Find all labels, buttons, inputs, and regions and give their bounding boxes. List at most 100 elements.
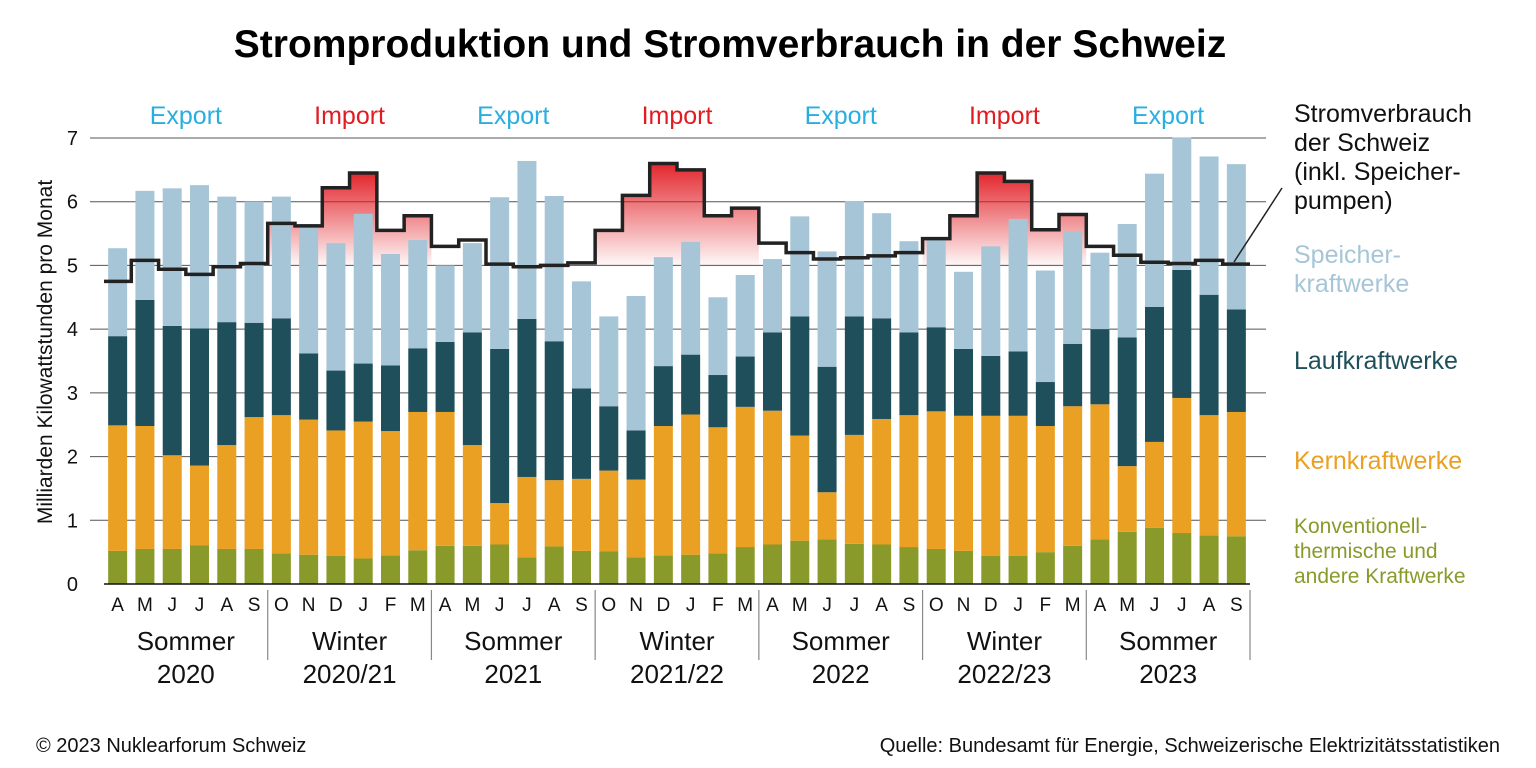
conventional-bar bbox=[1226, 536, 1246, 584]
nuclear-bar bbox=[326, 430, 346, 556]
conventional-bar bbox=[981, 555, 1001, 584]
nuclear-bar bbox=[872, 418, 892, 545]
runofriver-bar bbox=[572, 388, 591, 479]
nuclear-bar bbox=[108, 425, 128, 551]
month-label: S bbox=[575, 595, 588, 616]
conventional-bar bbox=[1172, 533, 1192, 584]
y-tick-label: 5 bbox=[67, 255, 78, 277]
storage-bar bbox=[490, 197, 510, 349]
month-label: J bbox=[167, 595, 177, 616]
storage-bar bbox=[1008, 218, 1028, 352]
storage-bar bbox=[763, 259, 782, 333]
storage-bar bbox=[1117, 224, 1137, 338]
month-label: N bbox=[302, 595, 316, 616]
conventional-bar bbox=[844, 543, 864, 584]
import-label: Import bbox=[642, 102, 713, 130]
nuclear-bar bbox=[1145, 441, 1164, 528]
season-year-label: 2020/21 bbox=[303, 659, 397, 689]
month-label: A bbox=[220, 595, 233, 616]
nuclear-bar bbox=[1008, 415, 1028, 556]
runofriver-bar bbox=[326, 370, 346, 431]
runofriver-bar bbox=[626, 430, 646, 480]
nuclear-bar bbox=[1063, 406, 1083, 546]
runofriver-bar bbox=[517, 318, 537, 477]
conventional-bar bbox=[735, 547, 755, 584]
conventional-bar bbox=[1063, 545, 1083, 584]
month-label: M bbox=[137, 595, 153, 616]
conventional-bar bbox=[1117, 531, 1137, 584]
month-label: S bbox=[1230, 595, 1243, 616]
consumption-line bbox=[104, 161, 1250, 284]
conventional-bar bbox=[1199, 535, 1219, 584]
storage-bar bbox=[926, 239, 946, 328]
runofriver-bar bbox=[217, 322, 237, 446]
legend-consumption: Stromverbrauch der Schweiz (inkl. Speich… bbox=[1294, 100, 1479, 215]
conventional-bar bbox=[954, 550, 973, 584]
runofriver-bar bbox=[790, 316, 810, 436]
month-label: A bbox=[1203, 595, 1216, 616]
month-label: M bbox=[410, 595, 426, 616]
storage-bar bbox=[408, 239, 428, 349]
runofriver-bar bbox=[1008, 351, 1028, 416]
nuclear-bar bbox=[190, 465, 209, 546]
runofriver-bar bbox=[653, 366, 673, 426]
runofriver-bar bbox=[1090, 329, 1110, 405]
month-label: D bbox=[656, 595, 670, 616]
month-label: M bbox=[792, 595, 808, 616]
storage-bar bbox=[435, 265, 455, 342]
runofriver-bar bbox=[981, 355, 1001, 416]
month-label: M bbox=[1119, 595, 1135, 616]
runofriver-bar bbox=[1035, 382, 1055, 426]
storage-bar bbox=[653, 257, 673, 367]
season-year-label: 2021 bbox=[484, 659, 542, 689]
runofriver-bar bbox=[544, 341, 564, 481]
storage-bar bbox=[1172, 137, 1192, 270]
runofriver-bar bbox=[108, 336, 128, 426]
storage-bar bbox=[899, 241, 919, 333]
nuclear-bar bbox=[1199, 415, 1219, 536]
nuclear-bar bbox=[572, 478, 591, 551]
storage-bar bbox=[1035, 270, 1055, 383]
runofriver-bar bbox=[1226, 309, 1246, 412]
storage-bar bbox=[299, 224, 319, 354]
conventional-bar bbox=[1145, 527, 1164, 584]
runofriver-bar bbox=[1145, 306, 1164, 442]
conventional-bar bbox=[190, 545, 209, 584]
conventional-bar bbox=[299, 554, 319, 584]
month-label: M bbox=[1065, 595, 1081, 616]
runofriver-bar bbox=[817, 366, 837, 493]
nuclear-bar bbox=[162, 455, 182, 549]
nuclear-bar bbox=[490, 503, 510, 545]
runofriver-bar bbox=[681, 354, 701, 415]
conventional-bar bbox=[135, 548, 155, 584]
nuclear-bar bbox=[1172, 397, 1192, 534]
month-label: O bbox=[929, 595, 944, 616]
runofriver-bar bbox=[190, 328, 209, 466]
runofriver-bar bbox=[1172, 269, 1192, 398]
y-tick-label: 4 bbox=[67, 319, 78, 341]
nuclear-bar bbox=[981, 415, 1001, 556]
runofriver-bar bbox=[244, 322, 264, 418]
runofriver-bar bbox=[381, 365, 400, 432]
nuclear-bar bbox=[544, 480, 564, 547]
runofriver-bar bbox=[462, 332, 482, 446]
storage-bar bbox=[544, 195, 564, 342]
conventional-bar bbox=[462, 545, 482, 584]
storage-bar bbox=[817, 251, 837, 367]
month-label: J bbox=[495, 595, 505, 616]
nuclear-bar bbox=[462, 445, 482, 546]
month-label: N bbox=[957, 595, 971, 616]
nuclear-bar bbox=[926, 411, 946, 549]
month-label: F bbox=[712, 595, 724, 616]
month-label: A bbox=[439, 595, 452, 616]
nuclear-bar bbox=[1035, 425, 1055, 553]
runofriver-bar bbox=[490, 348, 510, 504]
y-tick-label: 0 bbox=[67, 574, 78, 596]
conventional-bar bbox=[162, 548, 182, 584]
consumption-line-group bbox=[104, 161, 1250, 284]
conventional-bar bbox=[435, 545, 455, 584]
storage-bar bbox=[381, 253, 400, 366]
runofriver-bar bbox=[271, 318, 291, 416]
season-year-label: 2023 bbox=[1139, 659, 1197, 689]
conventional-bar bbox=[217, 548, 237, 584]
